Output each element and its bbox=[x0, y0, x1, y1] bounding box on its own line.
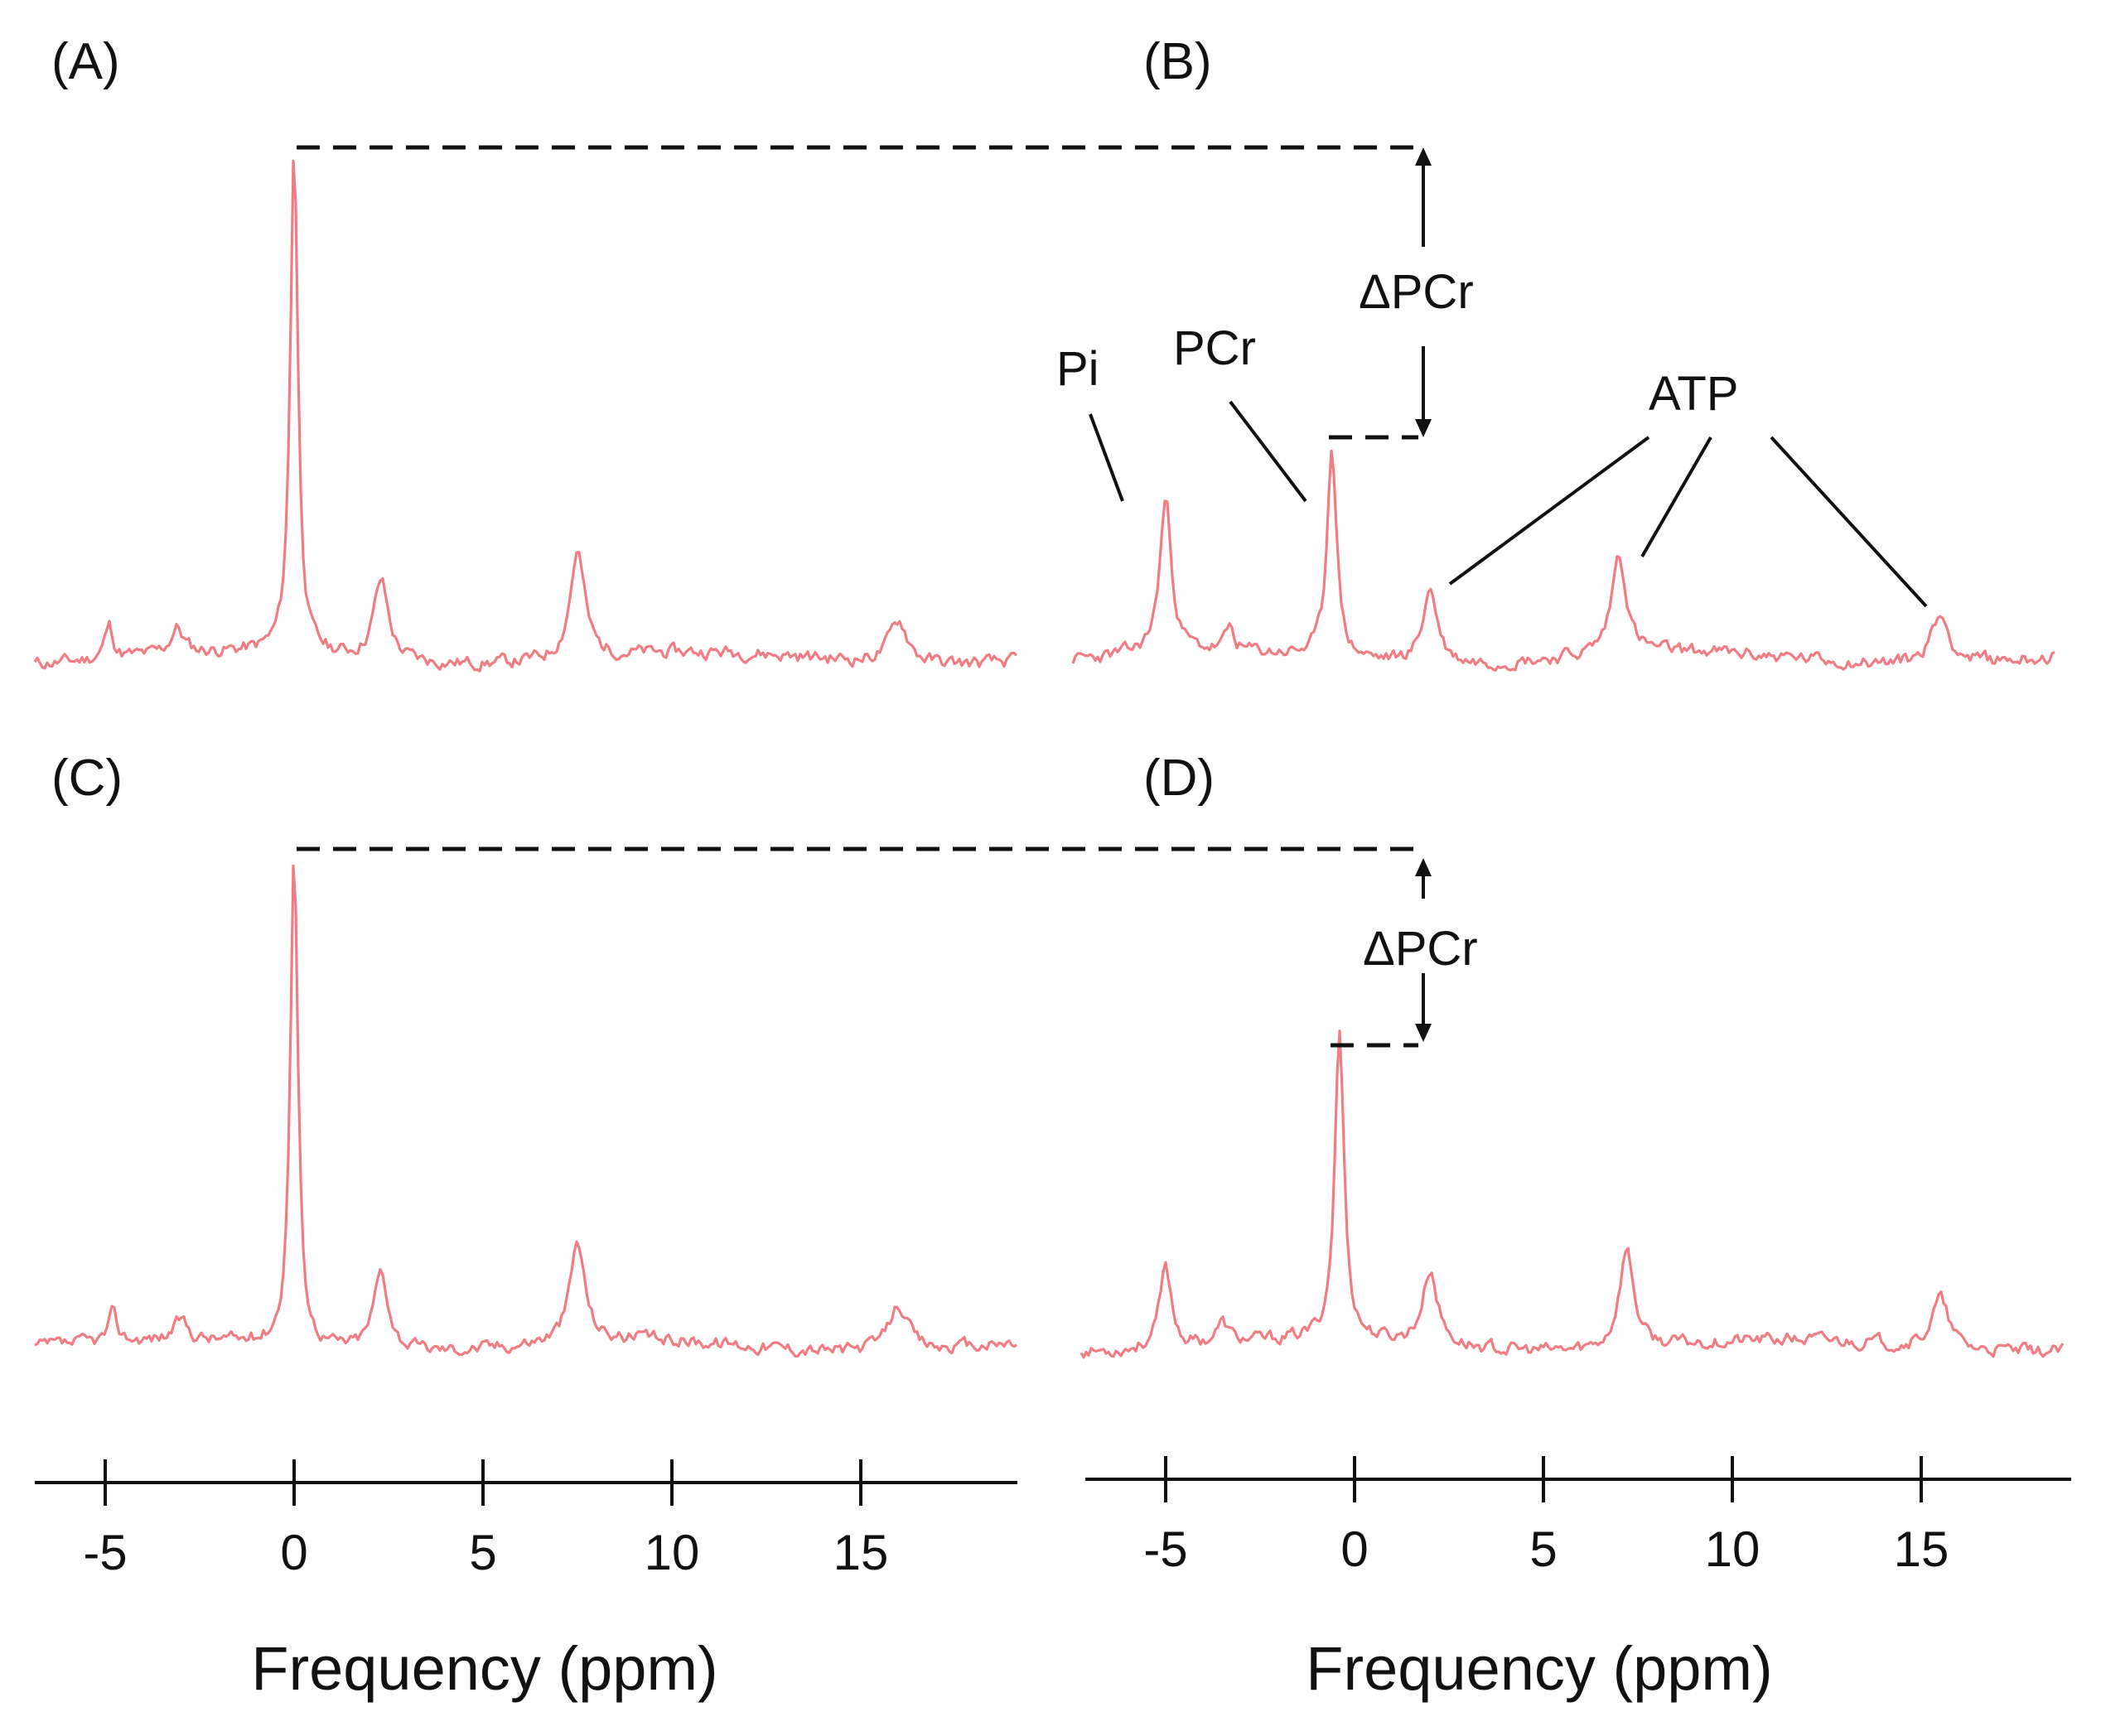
peak-annotations-b: Pi PCr ATP bbox=[1056, 321, 1928, 608]
x-tick-label: 0 bbox=[1340, 1521, 1368, 1577]
x-axis-right: -5 0 5 10 15 bbox=[1085, 1456, 2071, 1577]
x-tick-label: -5 bbox=[1143, 1521, 1187, 1577]
x-axis-title-left: Frequency (ppm) bbox=[251, 1634, 717, 1703]
x-tick-label: 10 bbox=[1705, 1521, 1760, 1577]
delta-pcr-marker-bottom: ΔPCr bbox=[297, 846, 1478, 1048]
atp-leader-line-2 bbox=[1640, 436, 1712, 557]
panel-label-c: (C) bbox=[51, 750, 123, 807]
x-tick-label: 0 bbox=[280, 1525, 307, 1580]
x-axis-title-right: Frequency (ppm) bbox=[1306, 1634, 1772, 1703]
x-tick-label: 10 bbox=[645, 1525, 700, 1580]
delta-pcr-marker-top: ΔPCr bbox=[297, 145, 1474, 440]
x-tick-label: 5 bbox=[1529, 1521, 1557, 1577]
panel-label-a: (A) bbox=[51, 33, 120, 90]
atp-leader-line-3 bbox=[1770, 436, 1928, 608]
atp-label: ATP bbox=[1649, 367, 1739, 421]
pi-label: Pi bbox=[1056, 342, 1099, 396]
pi-leader-line bbox=[1089, 413, 1124, 502]
pcr-label: PCr bbox=[1173, 321, 1256, 375]
x-tick-label: 5 bbox=[469, 1525, 496, 1580]
delta-pcr-label-bottom: ΔPCr bbox=[1363, 922, 1478, 976]
arrow-down-head-bottom bbox=[1415, 1024, 1432, 1042]
x-axis-left: -5 0 5 10 15 bbox=[35, 1459, 1017, 1580]
x-tick-label: 15 bbox=[833, 1525, 889, 1580]
delta-pcr-label-top: ΔPCr bbox=[1359, 265, 1474, 319]
x-tick-label: -5 bbox=[83, 1525, 127, 1580]
panel-label-b: (B) bbox=[1143, 33, 1212, 90]
spectrum-line-d bbox=[1079, 1030, 2065, 1359]
spectrum-line-c bbox=[34, 864, 1017, 1358]
panel-label-d: (D) bbox=[1143, 750, 1215, 807]
arrow-up-head-top bbox=[1415, 147, 1432, 166]
arrow-up-head-bottom bbox=[1415, 858, 1432, 876]
pcr-leader-line bbox=[1229, 400, 1307, 503]
spectrum-line-b bbox=[1071, 449, 2055, 672]
spectrum-line-a bbox=[33, 159, 1018, 673]
arrow-down-head-top bbox=[1415, 419, 1432, 437]
x-tick-label: 15 bbox=[1894, 1521, 1949, 1577]
atp-leader-line-1 bbox=[1448, 436, 1650, 586]
